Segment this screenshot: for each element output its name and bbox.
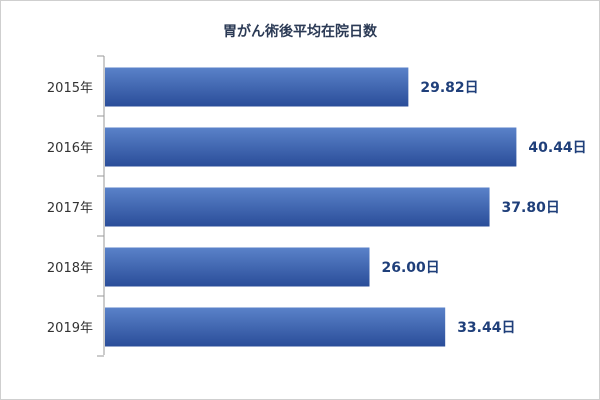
value-label: 37.80日: [502, 200, 560, 216]
bar-1: [105, 67, 409, 107]
value-label: 40.44日: [528, 140, 586, 156]
value-label: 33.44日: [457, 320, 515, 336]
value-label: 29.82日: [420, 80, 478, 96]
bar-5: [105, 307, 446, 347]
bar-4: [105, 247, 370, 287]
category-label: 2016年: [47, 141, 93, 156]
bars-group: 2015年 29.82日 2016年 40.44日 2017年 37.80日 2018年 26…: [47, 55, 587, 357]
value-label: 26.00日: [382, 260, 440, 276]
category-label: 2017年: [47, 201, 93, 216]
bar-2: [105, 127, 517, 167]
category-label: 2019年: [47, 321, 93, 336]
category-label: 2015年: [47, 81, 93, 96]
chart-title: 胃がん術後平均在院日数: [223, 23, 378, 40]
category-label: 2018年: [47, 261, 93, 276]
bar-3: [105, 187, 490, 227]
